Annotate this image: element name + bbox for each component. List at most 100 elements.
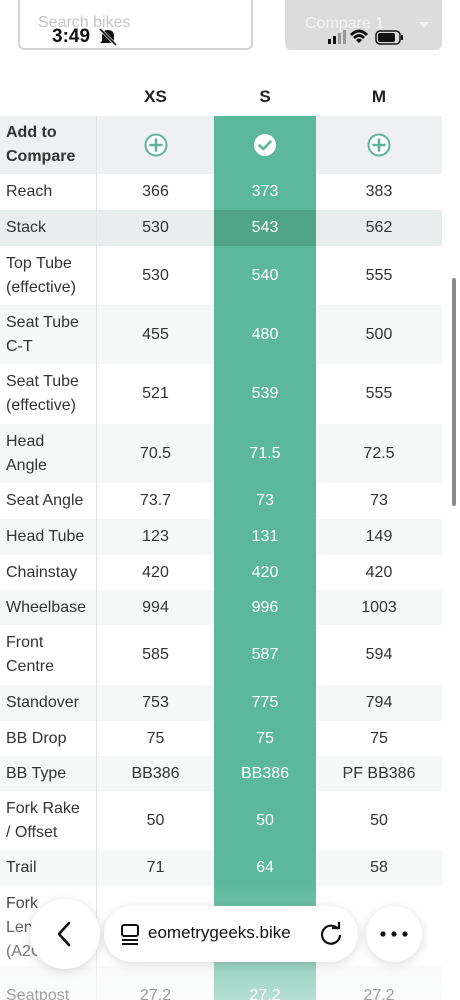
- value-cell: 994: [142, 598, 169, 616]
- value-cell: 70.5: [139, 444, 172, 462]
- table-row: Chainstay 420 420 420: [0, 555, 442, 590]
- table-row: Front Centre 585 587 594: [0, 625, 442, 685]
- value-cell: 73: [214, 483, 316, 519]
- reload-icon: [320, 922, 342, 945]
- silent-icon: [98, 28, 118, 46]
- value-cell: 585: [142, 646, 169, 663]
- compare-button[interactable]: Compare 1: [285, 0, 442, 50]
- value-cell: 530: [142, 219, 169, 236]
- value-cell: 521: [142, 385, 169, 402]
- table-row: Seat Angle 73.7 73 73: [0, 483, 442, 519]
- value-cell: 366: [142, 183, 169, 200]
- value-cell: 555: [365, 385, 393, 402]
- value-cell: 753: [142, 694, 169, 711]
- value-cell: 50: [370, 811, 388, 829]
- row-label: Reach: [0, 174, 97, 210]
- table-row: Standover 753 775 794: [0, 685, 442, 721]
- row-label: BB Drop: [0, 721, 97, 756]
- value-cell: 539: [214, 364, 316, 424]
- value-cell: 500: [365, 325, 393, 343]
- table-row: BB Type BB386 BB386 PF BB386: [0, 756, 442, 791]
- back-button[interactable]: [30, 899, 100, 969]
- add-cell: [316, 116, 442, 174]
- row-label: Add to Compare: [0, 116, 97, 174]
- value-cell: 1003: [361, 598, 397, 616]
- value-cell: 996: [214, 590, 316, 625]
- column-header: M: [371, 87, 387, 106]
- value-cell: 420: [365, 563, 393, 581]
- table-row: Top Tube (effective) 530 540 555: [0, 246, 442, 305]
- dropdown-icon: [419, 22, 429, 28]
- value-cell: 75: [146, 729, 165, 747]
- value-cell: BB386: [214, 756, 316, 791]
- value-cell: 72.5: [363, 444, 395, 462]
- add-cell: [97, 116, 214, 174]
- row-label: Top Tube (effective): [0, 246, 97, 305]
- status-icons: [328, 29, 403, 45]
- reader-icon: [121, 924, 139, 945]
- value-cell: 75: [370, 729, 388, 747]
- row-label: BB Type: [0, 756, 97, 791]
- value-cell: 149: [365, 528, 393, 545]
- row-label: Seat Tube C-T: [0, 305, 97, 364]
- value-cell: 775: [214, 685, 316, 721]
- row-label: Head Tube: [0, 519, 97, 555]
- add-cell: [214, 116, 316, 174]
- value-cell: 50: [214, 791, 316, 850]
- value-cell: 373: [214, 174, 316, 210]
- url-bar[interactable]: eometrygeeks.bike: [104, 906, 358, 962]
- value-cell: 383: [365, 183, 393, 200]
- selected-icon[interactable]: [253, 133, 277, 157]
- add-row: Add to Compare: [0, 116, 442, 174]
- value-cell: 530: [142, 266, 169, 284]
- value-cell: 587: [214, 625, 316, 685]
- value-cell: 58: [370, 859, 388, 876]
- table-row: Stack 530 543 562: [0, 210, 442, 246]
- back-icon: [57, 921, 71, 947]
- row-label: Standover: [0, 685, 97, 721]
- scrollbar: [452, 278, 456, 506]
- value-cell: 50: [146, 811, 165, 829]
- value-cell: 75: [214, 721, 316, 756]
- value-cell: 455: [142, 325, 169, 343]
- value-cell: 540: [214, 246, 316, 305]
- value-cell: 73.7: [139, 492, 172, 509]
- table-row: Fork Rake / Offset 50 50 50: [0, 791, 442, 850]
- value-cell: 420: [214, 555, 316, 590]
- column-header: XS: [144, 87, 167, 106]
- row-label: Seat Angle: [0, 483, 97, 519]
- value-cell: 73: [370, 492, 388, 509]
- table-row: Head Angle 70.5 71.5 72.5: [0, 424, 442, 483]
- table-row: Seat Tube (effective) 521 539 555: [0, 364, 442, 424]
- value-cell: 420: [142, 563, 169, 581]
- value-cell: 123: [142, 528, 169, 545]
- table-row: Reach 366 373 383: [0, 174, 442, 210]
- search-input[interactable]: Search bikes: [18, 0, 253, 50]
- value-cell: 71.5: [214, 424, 316, 483]
- row-label: Stack: [0, 210, 97, 246]
- more-icon: [380, 931, 408, 937]
- table-row: BB Drop 75 75 75: [0, 721, 442, 756]
- value-cell: BB386: [131, 764, 180, 782]
- value-cell: 480: [214, 305, 316, 364]
- row-label: Chainstay: [0, 555, 97, 590]
- value-cell: PF BB386: [342, 764, 416, 782]
- column-header: S: [259, 87, 271, 106]
- add-icon[interactable]: [144, 133, 168, 157]
- table-row: Head Tube 123 131 149: [0, 519, 442, 555]
- row-label: Fork Rake / Offset: [0, 791, 97, 850]
- value-cell: 562: [365, 219, 393, 236]
- table-row: Seat Tube C-T 455 480 500: [0, 305, 442, 364]
- row-label: Wheelbase: [0, 590, 97, 625]
- value-cell: 131: [214, 519, 316, 555]
- add-icon[interactable]: [367, 133, 391, 157]
- row-label: Front Centre: [0, 625, 97, 685]
- more-button[interactable]: [366, 906, 422, 962]
- compare-label: Compare 1: [305, 15, 385, 32]
- row-label: Head Angle: [0, 424, 97, 483]
- status-time: 3:49: [52, 26, 91, 47]
- row-label: Seat Tube (effective): [0, 364, 97, 424]
